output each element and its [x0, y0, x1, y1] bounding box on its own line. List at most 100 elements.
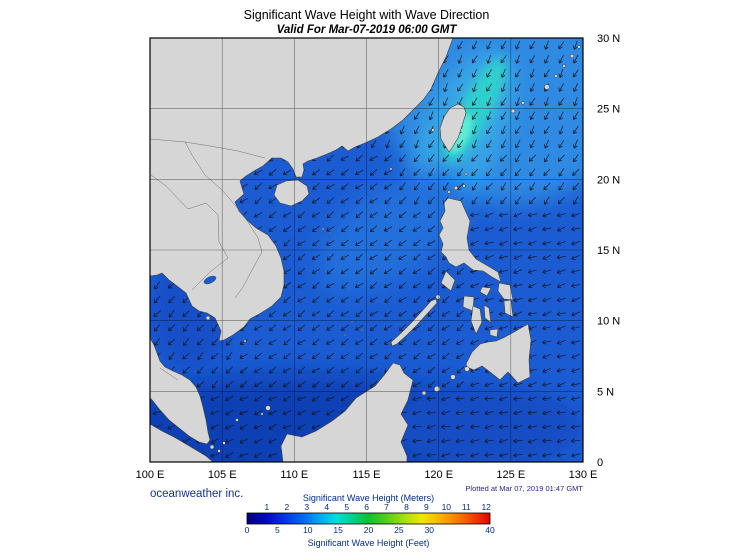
colorbar	[246, 512, 491, 525]
wave-arrow	[556, 297, 566, 303]
colorbar-meters-tick: 9	[424, 502, 429, 512]
wave-arrow	[544, 40, 549, 50]
wave-arrow	[529, 55, 536, 64]
border-thailand-laos	[150, 174, 229, 259]
wave-arrow	[573, 83, 578, 92]
wave-arrow	[312, 225, 320, 233]
wave-arrow	[412, 453, 422, 458]
wave-arrow	[471, 40, 478, 50]
wave-arrow	[558, 182, 565, 191]
wave-arrow	[225, 409, 234, 416]
wave-arrow	[340, 395, 349, 402]
land-masbate	[479, 286, 492, 297]
wave-arrow	[355, 197, 363, 204]
wave-arrow	[572, 69, 579, 78]
island-dot	[222, 441, 226, 445]
wave-arrow	[268, 396, 278, 402]
wave-arrow	[311, 212, 321, 218]
wave-arrow	[269, 366, 277, 374]
wave-arrow	[341, 169, 349, 176]
wave-arrow	[513, 297, 523, 303]
wave-arrow	[486, 139, 492, 149]
wave-arrow	[197, 366, 204, 374]
wave-arrow	[283, 282, 291, 289]
land-cebu	[483, 304, 492, 324]
wave-arrow	[168, 352, 175, 360]
colorbar-feet-tick: 15	[333, 525, 343, 535]
wave-arrow	[571, 438, 581, 444]
wave-arrow	[470, 396, 480, 402]
wave-arrow	[167, 424, 176, 430]
wave-arrow	[442, 296, 450, 303]
wave-arrow	[470, 453, 480, 458]
wave-arrow	[183, 338, 190, 346]
wave-arrow	[384, 154, 392, 162]
island-dot	[453, 185, 459, 191]
plotted-timestamp: Plotted at Mar 07, 2019 01:47 GMT	[465, 484, 583, 493]
wave-arrow	[484, 325, 494, 331]
wave-arrow	[168, 324, 176, 332]
wave-arrow	[398, 296, 407, 303]
wave-arrow	[529, 83, 535, 92]
wave-arrow	[240, 381, 248, 388]
wave-arrow	[212, 323, 218, 332]
wave-arrow	[527, 452, 537, 458]
wave-arrow	[542, 424, 552, 430]
wave-arrow	[515, 196, 521, 205]
wave-arrow	[542, 241, 552, 246]
wave-arrow	[442, 168, 450, 176]
figure-subtitle: Valid For Mar-07-2019 06:00 GMT	[277, 24, 458, 36]
wave-arrow	[472, 125, 477, 135]
wave-arrow	[414, 139, 419, 149]
wave-arrow	[282, 212, 292, 218]
wave-arrow	[484, 255, 494, 260]
wave-arrow	[413, 352, 421, 360]
wave-arrow	[340, 367, 349, 373]
figure-title: Significant Wave Height with Wave Direct…	[244, 8, 490, 22]
wave-arrow	[355, 169, 364, 176]
wave-arrow	[398, 282, 407, 289]
wave-arrow	[427, 225, 436, 233]
wave-arrow	[571, 396, 581, 402]
wave-arrow	[486, 83, 493, 92]
wave-arrow	[428, 97, 434, 106]
wave-arrow	[326, 197, 335, 204]
wave-arrow	[399, 182, 406, 191]
wave-arrow	[529, 182, 536, 191]
wave-arrow	[399, 324, 407, 332]
credit: oceanweather inc.	[150, 488, 243, 500]
wave-arrow	[558, 41, 565, 50]
wave-arrow	[442, 352, 450, 360]
wave-arrow	[340, 268, 349, 275]
wave-arrow	[340, 254, 350, 260]
wave-arrow	[457, 154, 464, 163]
wave-arrow	[499, 382, 508, 388]
wave-arrow	[413, 296, 421, 303]
wave-arrow	[441, 438, 451, 444]
wave-arrow	[471, 196, 478, 205]
wave-arrow	[527, 424, 537, 430]
island-dot	[321, 227, 325, 231]
colorbar-feet-tick: 40	[485, 525, 495, 535]
wave-arrow	[154, 337, 161, 346]
wave-arrow	[383, 339, 393, 345]
wave-arrow	[254, 183, 262, 190]
wave-arrow	[456, 267, 464, 275]
wave-arrow	[224, 424, 234, 430]
wave-arrow	[571, 254, 581, 260]
wave-arrow	[412, 282, 421, 289]
wave-arrow	[572, 125, 579, 135]
colorbar-meters-tick: 3	[304, 502, 309, 512]
wave-arrow	[572, 196, 579, 205]
wave-arrow	[557, 382, 566, 388]
wave-arrow	[326, 211, 334, 219]
wave-arrow	[455, 452, 465, 458]
wave-arrow	[528, 240, 537, 246]
wave-arrow	[457, 41, 463, 50]
land-mindanao	[465, 323, 532, 384]
wave-arrow	[515, 69, 521, 78]
wave-arrow	[486, 154, 492, 163]
land-palawan	[390, 298, 438, 347]
wave-arrow	[558, 97, 565, 106]
wave-arrow	[283, 239, 291, 247]
